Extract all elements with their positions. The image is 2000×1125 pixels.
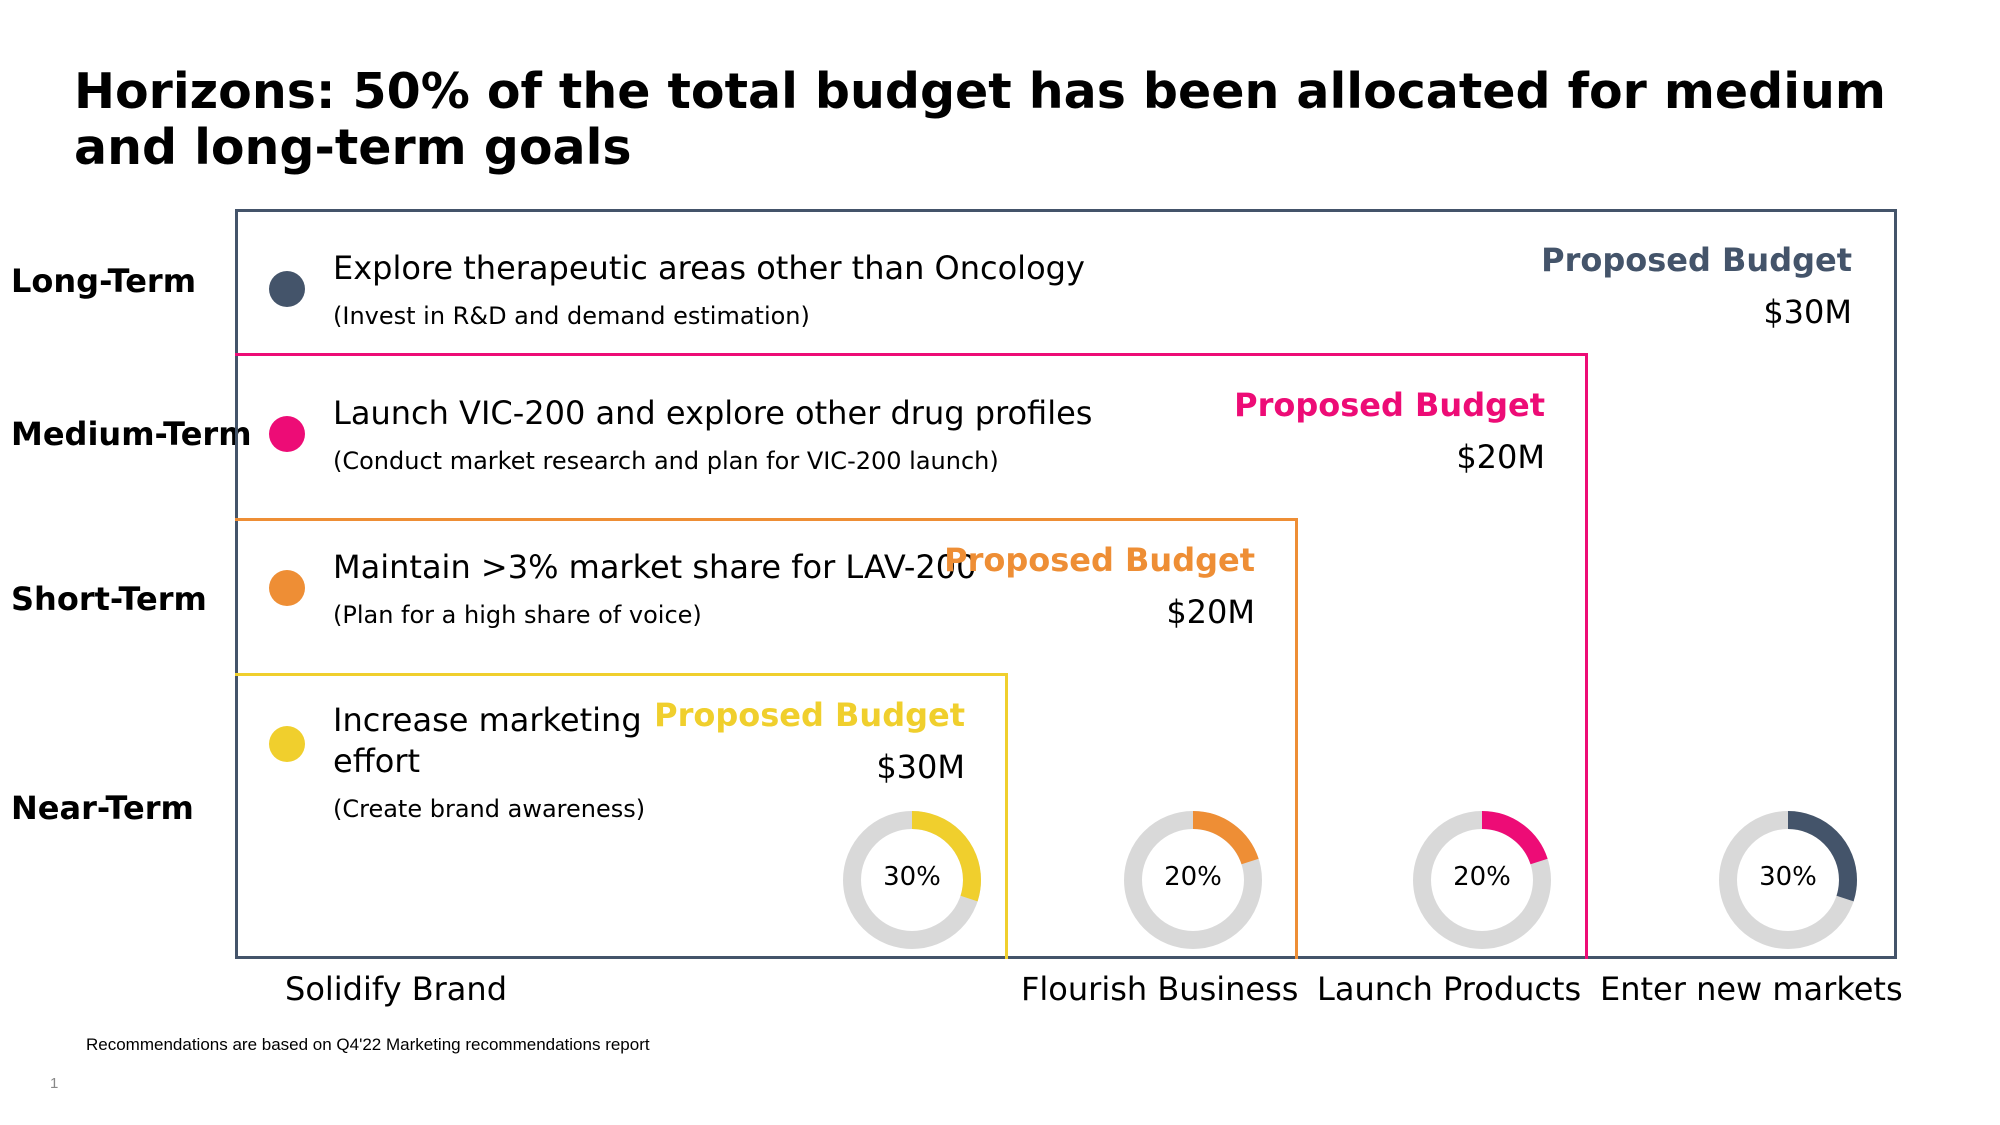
near-term-budget-label: Proposed Budget	[654, 696, 965, 734]
donut-chart-icon	[1413, 811, 1551, 949]
medium-term-budget-value: $20M	[1456, 438, 1545, 476]
near-term-goal-detail: (Create brand awareness)	[333, 795, 646, 823]
long-term-budget-value: $30M	[1763, 293, 1852, 331]
donut-arc	[843, 811, 981, 949]
footnote: Recommendations are based on Q4'22 Marke…	[86, 1035, 650, 1054]
donut-arc	[1719, 811, 1857, 949]
short-term-goal-detail: (Plan for a high share of voice)	[333, 601, 702, 629]
donut-enter-new-markets: 30%	[1716, 808, 1860, 952]
page-title: Horizons: 50% of the total budget has be…	[74, 63, 1886, 176]
near-term-budget-value: $30M	[876, 748, 965, 786]
long-term-goal-title: Explore therapeutic areas other than Onc…	[333, 249, 1085, 287]
row-label-medium-term: Medium-Term	[11, 415, 252, 453]
x-label-flourish-business: Flourish Business	[1021, 970, 1299, 1008]
donut-chart-icon	[1124, 811, 1262, 949]
donut-percent-label: 20%	[1453, 862, 1511, 892]
long-term-box	[235, 209, 1897, 959]
medium-term-goal-title: Launch VIC-200 and explore other drug pr…	[333, 394, 1093, 432]
short-term-goal-title: Maintain >3% market share for LAV-200	[333, 548, 977, 586]
x-label-launch-products: Launch Products	[1317, 970, 1582, 1008]
near-term-goal-title-line1: Increase marketing	[333, 701, 642, 739]
donut-solidify-brand: 30%	[840, 808, 984, 952]
donut-flourish-business: 20%	[1121, 808, 1265, 952]
near-term-goal-title-line2: effort	[333, 742, 421, 780]
donut-arc	[1413, 811, 1551, 949]
short-term-budget-label: Proposed Budget	[944, 541, 1255, 579]
near-term-dot	[269, 726, 305, 762]
donut-chart-icon	[1719, 811, 1857, 949]
page-number: 1	[50, 1075, 59, 1092]
donut-percent-label: 30%	[1759, 862, 1817, 892]
medium-term-box	[235, 353, 1588, 959]
near-term-box	[235, 673, 1008, 959]
medium-term-dot	[269, 416, 305, 452]
x-label-solidify-brand: Solidify Brand	[285, 970, 507, 1008]
donut-chart-icon	[843, 811, 981, 949]
row-label-short-term: Short-Term	[11, 580, 207, 618]
donut-percent-label: 20%	[1164, 862, 1222, 892]
long-term-budget-label: Proposed Budget	[1541, 241, 1852, 279]
donut-launch-products: 20%	[1410, 808, 1554, 952]
donut-percent-label: 30%	[883, 862, 941, 892]
short-term-dot	[269, 570, 305, 606]
x-label-enter-new-markets: Enter new markets	[1600, 970, 1903, 1008]
medium-term-goal-detail: (Conduct market research and plan for VI…	[333, 447, 999, 475]
short-term-box	[235, 518, 1298, 959]
medium-term-budget-label: Proposed Budget	[1234, 386, 1545, 424]
short-term-budget-value: $20M	[1166, 593, 1255, 631]
donut-arc	[1124, 811, 1262, 949]
row-label-near-term: Near-Term	[11, 789, 194, 827]
row-label-long-term: Long-Term	[11, 262, 197, 300]
long-term-dot	[269, 271, 305, 307]
long-term-goal-detail: (Invest in R&D and demand estimation)	[333, 302, 810, 330]
